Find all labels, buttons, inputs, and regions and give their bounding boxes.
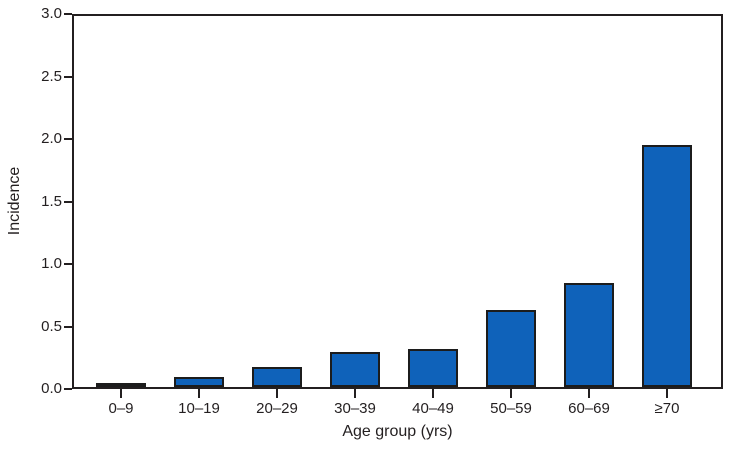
y-tick-mark: [64, 76, 72, 78]
y-tick-mark: [64, 388, 72, 390]
x-tick-label: 40–49: [412, 400, 454, 417]
y-tick-label: 0.5: [41, 318, 62, 335]
x-tick-label: 50–59: [490, 400, 532, 417]
y-tick-label: 2.0: [41, 130, 62, 147]
y-tick-mark: [64, 201, 72, 203]
x-tick-label: 0–9: [108, 400, 134, 417]
y-tick-mark: [64, 263, 72, 265]
bar--70: [642, 145, 692, 387]
bar-50-59: [486, 310, 536, 387]
x-tick-label: 30–39: [334, 400, 376, 417]
bar-10-19: [174, 377, 224, 387]
y-tick-label: 3.0: [41, 5, 62, 22]
y-tick-mark: [64, 138, 72, 140]
bar-30-39: [330, 352, 380, 387]
plot-area: [72, 14, 723, 389]
bar-60-69: [564, 283, 614, 387]
x-tick-mark: [276, 389, 278, 398]
y-tick-mark: [64, 326, 72, 328]
x-tick-mark: [120, 389, 122, 398]
y-tick-label: 0.0: [41, 380, 62, 397]
bar-40-49: [408, 349, 458, 387]
x-tick-label: 60–69: [568, 400, 610, 417]
x-tick-mark: [588, 389, 590, 398]
x-tick-mark: [354, 389, 356, 398]
x-axis-title: Age group (yrs): [342, 423, 453, 440]
bars-layer: [74, 16, 721, 387]
x-tick-label: 10–19: [178, 400, 220, 417]
y-tick-label: 1.0: [41, 255, 62, 272]
x-tick-mark: [666, 389, 668, 398]
y-tick-label: 2.5: [41, 68, 62, 85]
bar-20-29: [252, 367, 302, 387]
y-tick-mark: [64, 13, 72, 15]
x-tick-label: 20–29: [256, 400, 298, 417]
x-tick-label: ≥70: [654, 400, 680, 417]
x-tick-mark: [198, 389, 200, 398]
bar-0-9: [96, 383, 146, 387]
x-tick-mark: [432, 389, 434, 398]
x-tick-mark: [510, 389, 512, 398]
y-axis-title: Incidence: [6, 166, 23, 236]
y-tick-label: 1.5: [41, 193, 62, 210]
